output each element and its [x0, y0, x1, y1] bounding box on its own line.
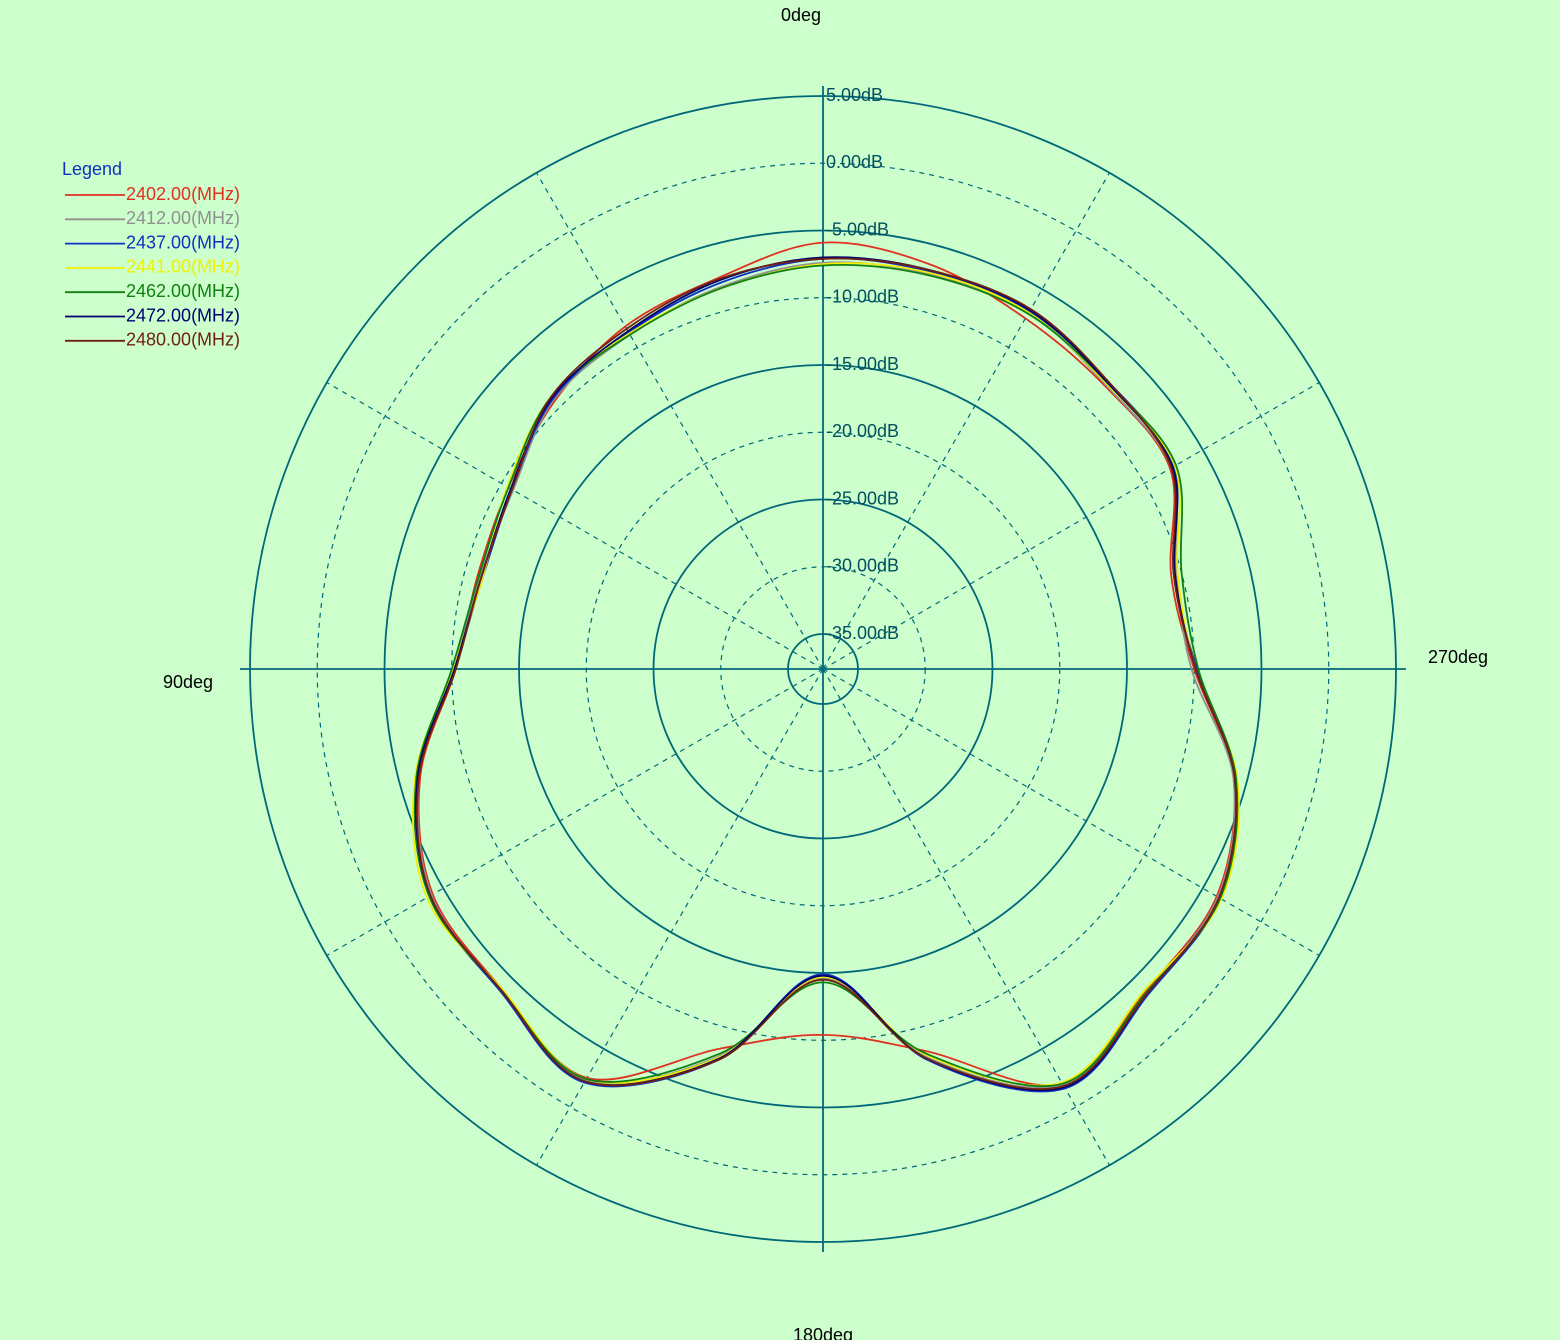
spoke: [326, 381, 824, 670]
legend-label: 2402.00(MHz): [126, 184, 240, 204]
legend-label: 2437.00(MHz): [126, 232, 240, 252]
legend-title: Legend: [62, 159, 122, 179]
spoke: [535, 172, 824, 670]
series-line: [416, 257, 1238, 1090]
series-line: [412, 262, 1240, 1087]
theta-tick-label: 90deg: [163, 672, 213, 692]
spoke: [326, 668, 824, 957]
theta-tick-label: 270deg: [1428, 647, 1488, 667]
r-tick-label: -20.00dB: [826, 421, 899, 441]
r-tick-label: -10.00dB: [826, 287, 899, 307]
r-tick-label: 5.00dB: [826, 85, 883, 105]
legend-label: 2441.00(MHz): [126, 257, 240, 277]
series-line: [413, 264, 1239, 1088]
legend-label: 2462.00(MHz): [126, 281, 240, 301]
spoke: [822, 668, 1111, 1166]
series-line: [415, 256, 1238, 1092]
legend-label: 2480.00(MHz): [126, 330, 240, 350]
r-tick-label: -5.00dB: [826, 219, 889, 239]
spoke: [822, 668, 1320, 957]
r-tick-label: -15.00dB: [826, 354, 899, 374]
legend-label: 2472.00(MHz): [126, 305, 240, 325]
series-line: [413, 257, 1239, 1093]
r-tick-label: -25.00dB: [826, 488, 899, 508]
r-tick-label: 0.00dB: [826, 152, 883, 172]
spoke: [535, 668, 824, 1166]
r-tick-label: -30.00dB: [826, 556, 899, 576]
r-tick-label: -35.00dB: [826, 623, 899, 643]
theta-tick-label: 180deg: [793, 1325, 853, 1340]
theta-tick-label: 0deg: [781, 5, 821, 25]
legend-label: 2412.00(MHz): [126, 208, 240, 228]
